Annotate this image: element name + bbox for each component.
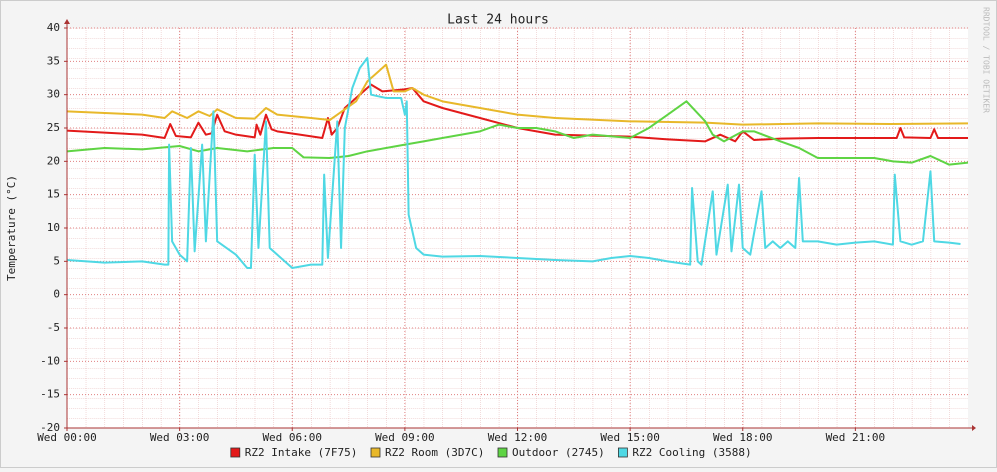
lines [66,57,969,269]
y-tick-label: 5 [53,254,60,267]
x-arrow [972,425,976,431]
y-arrow [64,19,70,24]
legend-label: RZ2 Room (3D7C) [385,446,484,459]
x-tick-label: Wed 18:00 [713,431,773,444]
x-tick-label: Wed 03:00 [150,431,210,444]
x-tick-label: Wed 21:00 [826,431,886,444]
y-tick-label: 30 [47,88,60,101]
y-tick-label: 15 [47,188,60,201]
y-tick-label: 20 [47,154,60,167]
legend-swatch [618,447,628,458]
x-tick-label: Wed 06:00 [262,431,322,444]
y-axis-label: Temperature (°C) [5,175,18,281]
x-tick-label: Wed 15:00 [600,431,660,444]
y-tick-label: 10 [47,221,60,234]
y-tick-label: -20 [40,421,60,434]
y-tick-label: 0 [53,288,60,301]
x-tick-label: Wed 09:00 [375,431,435,444]
legend: RZ2 Intake (7F75) RZ2 Room (3D7C) Outdoor … [230,446,752,459]
series-line [66,63,969,126]
series-line [66,83,968,143]
legend-swatch [370,447,381,458]
y-tick-label: 25 [47,121,60,134]
legend-label: RZ2 Intake (7F75) [245,446,358,459]
x-tick-label: Wed 12:00 [488,431,548,444]
watermark: RRDTOOL / TOBI OETIKER [982,7,991,113]
series-line [66,57,961,269]
y-tick-label: -15 [40,388,60,401]
y-tick-label: -10 [40,354,60,367]
y-tick-label: -5 [47,321,60,334]
chart-title: Last 24 hours [447,13,549,28]
x-tick-label: Wed 00:00 [37,431,97,444]
axes: -20 -15 -10 -5 0 5 10 15 20 25 30 35 40 Wed 00:00 Wed … [37,19,976,444]
series-line [66,100,969,166]
legend-swatch [230,447,241,458]
y-tick-label: 35 [47,54,60,67]
y-tick-label: 40 [47,21,60,34]
legend-label: Outdoor (2745) [512,446,605,459]
legend-label: RZ2 Cooling (3588) [632,446,751,459]
legend-swatch [497,447,508,458]
